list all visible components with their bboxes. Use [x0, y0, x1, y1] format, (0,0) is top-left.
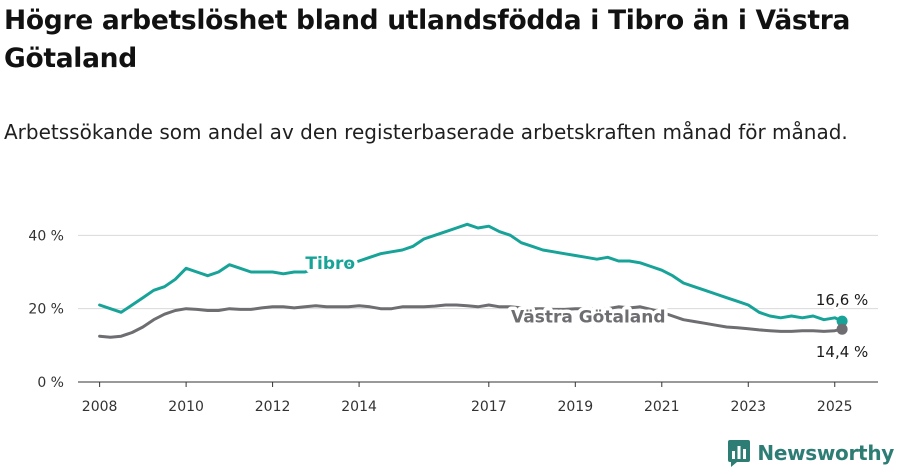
endpoint-marker-tibro [836, 315, 848, 327]
y-tick-label: 20 % [28, 302, 64, 318]
series-line-vastra-gotaland [98, 303, 844, 339]
x-tick-label: 2008 [82, 399, 118, 415]
end-value-label-tibro: 16,6 % [816, 291, 868, 309]
series-labels: Tibro Västra Götaland 16,6 % 14,4 % [302, 251, 870, 364]
newsworthy-logo: Newsworthy [727, 438, 894, 468]
x-tick-label: 2019 [557, 399, 593, 415]
series-label-vastra-gotaland: Västra Götaland [511, 308, 666, 328]
y-tick-label: 0 % [37, 375, 64, 391]
brand-name: Newsworthy [757, 441, 894, 465]
x-tick-label: 2023 [730, 399, 766, 415]
y-axis-tick-labels: 0 % 20 % 40 % [28, 228, 64, 391]
series-line-tibro [98, 222, 844, 323]
x-tick-label: 2021 [644, 399, 680, 415]
chart-subtitle: Arbetssökande som andel av den registerb… [4, 120, 848, 144]
endpoint-marker-vastra-gotaland [836, 323, 848, 335]
page-title: Högre arbetslöshet bland utlandsfödda i … [4, 5, 851, 74]
x-tick-label: 2012 [255, 399, 291, 415]
gridlines [78, 234, 878, 310]
x-tick-label: 2014 [341, 399, 377, 415]
end-value-label-vastra-gotaland: 14,4 % [816, 343, 868, 361]
x-tick-label: 2017 [471, 399, 507, 415]
y-tick-label: 40 % [28, 228, 64, 244]
newsworthy-chart-icon [728, 440, 751, 467]
series-lines [98, 222, 848, 339]
series-label-tibro: Tibro [305, 254, 355, 274]
x-tick-label: 2025 [817, 399, 853, 415]
x-axis-tick-labels: 2008 2010 2012 2014 2017 2019 2021 2023 2025 [82, 382, 853, 415]
x-tick-label: 2010 [168, 399, 204, 415]
